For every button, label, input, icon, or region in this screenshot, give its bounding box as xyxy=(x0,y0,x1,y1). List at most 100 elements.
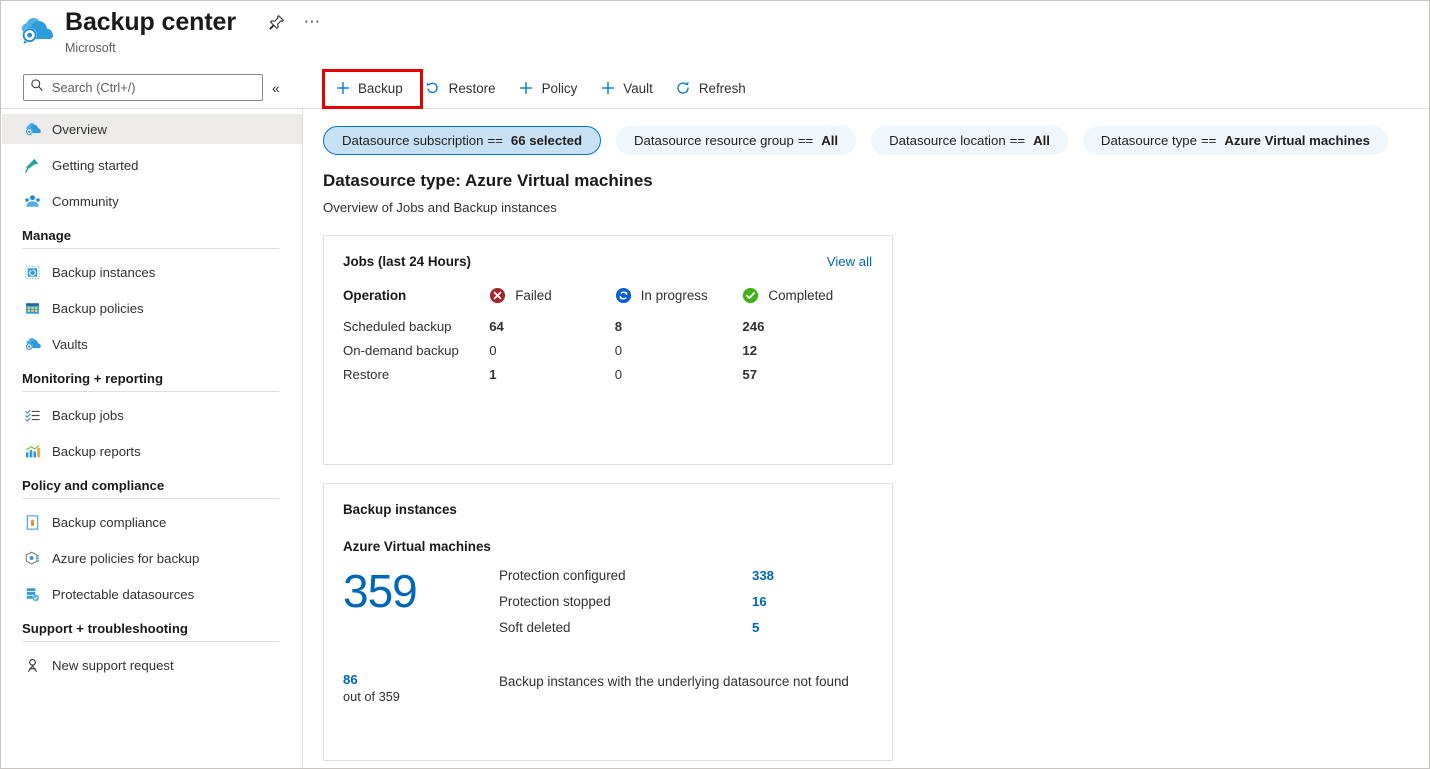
page-title: Backup center xyxy=(65,8,236,36)
datasource-heading: Datasource type: Azure Virtual machines xyxy=(323,171,653,190)
filter-value: Azure Virtual machines xyxy=(1224,133,1370,148)
jobs-row-completed[interactable]: 246 xyxy=(742,319,765,334)
jobs-row-in-progress[interactable]: 8 xyxy=(614,319,623,334)
jobs-card-title: Jobs (last 24 Hours) xyxy=(343,254,471,269)
refresh-button[interactable]: Refresh xyxy=(664,72,757,104)
sidebar-group-label: Policy and compliance xyxy=(22,478,165,493)
filter-pill-datasource-subscription[interactable]: Datasource subscription == 66 selected xyxy=(323,126,602,155)
jobs-table-header-row: Operation Failed xyxy=(343,287,872,310)
backup-cloud-icon xyxy=(22,120,42,138)
datasource-not-found-count[interactable]: 86 xyxy=(343,672,358,687)
community-icon xyxy=(22,192,42,210)
sidebar-group-label: Support + troubleshooting xyxy=(22,621,188,636)
jobs-row-operation: Scheduled backup xyxy=(343,319,452,334)
sidebar-item-backup-instances[interactable]: Backup instances xyxy=(2,257,302,287)
sidebar-item-backup-reports[interactable]: Backup reports xyxy=(2,436,302,466)
jobs-row-completed[interactable]: 12 xyxy=(742,343,758,358)
policy-button[interactable]: Policy xyxy=(507,72,589,104)
refresh-button-label: Refresh xyxy=(698,80,746,96)
restore-button-label: Restore xyxy=(448,80,496,96)
sidebar-item-label: Vaults xyxy=(52,336,88,352)
filter-name: Datasource subscription xyxy=(342,133,484,148)
ellipsis-icon[interactable]: ⋯ xyxy=(303,12,321,31)
list-item: Soft deleted 5 xyxy=(499,620,872,635)
jobs-card-header: Jobs (last 24 Hours) View all xyxy=(343,254,872,269)
compliance-document-icon xyxy=(22,513,42,531)
sidebar-item-backup-compliance[interactable]: Backup compliance xyxy=(2,507,302,537)
view-all-jobs-link[interactable]: View all xyxy=(826,254,872,269)
sidebar-item-label: Community xyxy=(52,193,119,209)
sidebar-item-azure-policies[interactable]: Azure policies for backup xyxy=(2,543,302,573)
instances-total-count: 359 xyxy=(343,565,418,617)
filter-value: All xyxy=(821,133,839,148)
policy-hexagon-icon xyxy=(22,549,42,567)
instance-status-value[interactable]: 338 xyxy=(752,568,775,583)
azure-backup-cloud-icon xyxy=(15,11,59,55)
filter-name: Datasource type xyxy=(1100,133,1197,148)
sidebar-item-label: Backup reports xyxy=(52,443,141,459)
checklist-icon xyxy=(22,406,42,424)
error-circle-icon xyxy=(489,287,506,304)
jobs-row-completed[interactable]: 57 xyxy=(742,367,758,382)
search-input[interactable] xyxy=(50,79,256,96)
rocket-flag-icon xyxy=(22,156,42,174)
page-subtitle: Microsoft xyxy=(65,41,116,55)
jobs-col-operation: Operation xyxy=(343,288,407,303)
vault-button[interactable]: Vault xyxy=(588,72,664,104)
restore-button[interactable]: Restore xyxy=(414,72,507,104)
table-row: On-demand backup 0 0 12 xyxy=(343,334,872,358)
filter-pill-datasource-location[interactable]: Datasource location == All xyxy=(871,126,1068,155)
sidebar-item-protectable-datasources[interactable]: Protectable datasources xyxy=(2,579,302,609)
jobs-row-in-progress: 0 xyxy=(614,367,623,382)
status-label: In progress xyxy=(640,288,708,303)
filter-value: 66 selected xyxy=(510,133,583,148)
sidebar-group-label: Monitoring + reporting xyxy=(22,371,164,386)
chevron-double-left-icon[interactable]: « xyxy=(272,79,280,96)
datasource-not-found-row: 86 out of 359 Backup instances with the … xyxy=(343,672,872,704)
plus-icon xyxy=(334,80,351,97)
bar-chart-icon xyxy=(22,442,42,460)
backup-button[interactable]: Backup xyxy=(323,72,414,104)
filter-name: Datasource location xyxy=(889,133,1006,148)
datasource-not-found-text: Backup instances with the underlying dat… xyxy=(499,674,849,689)
vault-cloud-icon xyxy=(22,335,42,353)
divider xyxy=(22,498,279,499)
list-item: Protection configured 338 xyxy=(499,568,872,583)
filter-pill-datasource-type[interactable]: Datasource type == Azure Virtual machine… xyxy=(1082,126,1388,155)
jobs-table: Operation Failed xyxy=(343,287,872,382)
filter-operator: == xyxy=(797,133,814,148)
table-row: Scheduled backup 64 8 246 xyxy=(343,310,872,334)
sidebar-item-community[interactable]: Community xyxy=(2,186,302,216)
pin-icon[interactable] xyxy=(265,11,287,33)
sidebar-item-backup-jobs[interactable]: Backup jobs xyxy=(2,400,302,430)
instance-status-label: Protection stopped xyxy=(499,594,611,609)
search-box[interactable] xyxy=(23,74,263,101)
sidebar-item-overview[interactable]: Overview xyxy=(2,114,302,144)
filter-operator: == xyxy=(1200,133,1217,148)
sidebar-item-getting-started[interactable]: Getting started xyxy=(2,150,302,180)
sidebar-item-new-support-request[interactable]: New support request xyxy=(2,650,302,680)
sidebar: Overview Getting started xyxy=(2,109,303,768)
sidebar-item-label: Getting started xyxy=(52,157,139,173)
instance-status-value[interactable]: 5 xyxy=(752,620,760,635)
jobs-row-failed[interactable]: 64 xyxy=(489,319,504,334)
jobs-row-failed[interactable]: 1 xyxy=(489,367,497,382)
backup-instances-card: Backup instances Azure Virtual machines … xyxy=(323,483,893,761)
sidebar-item-vaults[interactable]: Vaults xyxy=(2,329,302,359)
vault-button-label: Vault xyxy=(623,80,653,96)
sidebar-item-backup-policies[interactable]: Backup policies xyxy=(2,293,302,323)
filter-pill-datasource-resource-group[interactable]: Datasource resource group == All xyxy=(616,126,857,155)
sidebar-group-manage: Manage xyxy=(2,228,302,249)
backup-button-label: Backup xyxy=(358,80,403,96)
divider xyxy=(22,641,279,642)
filter-name: Datasource resource group xyxy=(634,133,794,148)
backup-instances-icon xyxy=(22,263,42,281)
instances-card-subtitle: Azure Virtual machines xyxy=(343,539,491,554)
sidebar-group-monitoring: Monitoring + reporting xyxy=(2,371,302,392)
backup-policies-icon xyxy=(22,299,42,317)
jobs-row-in-progress: 0 xyxy=(614,343,623,358)
jobs-row-operation: Restore xyxy=(343,367,390,382)
instance-status-value[interactable]: 16 xyxy=(752,594,767,609)
datasource-not-found-count-block: 86 out of 359 xyxy=(343,672,499,704)
sidebar-item-label: Backup instances xyxy=(52,264,156,280)
